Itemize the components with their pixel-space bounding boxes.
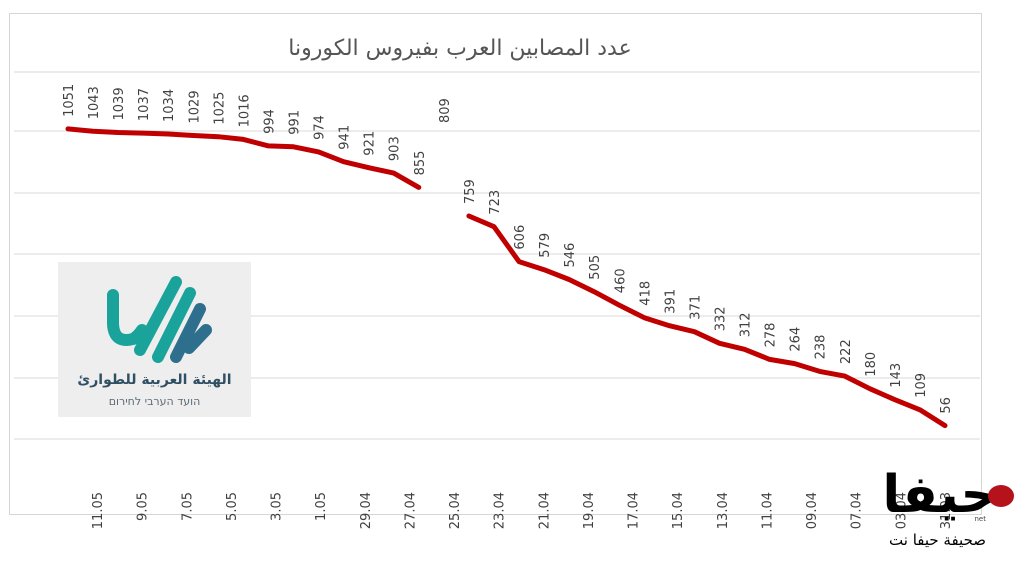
data-label: 606 bbox=[513, 225, 528, 250]
data-label: 991 bbox=[288, 110, 303, 135]
x-tick-label: 7.05 bbox=[180, 492, 195, 521]
data-label: 941 bbox=[338, 125, 353, 150]
x-tick-label: 9.05 bbox=[136, 492, 151, 521]
series-line-1 bbox=[466, 213, 948, 429]
x-tick-label: 3.05 bbox=[270, 492, 285, 521]
logo-stripes-icon bbox=[107, 276, 212, 363]
data-label: 723 bbox=[488, 190, 503, 215]
x-tick-label: 11.05 bbox=[91, 492, 106, 529]
data-label: 264 bbox=[789, 327, 804, 352]
data-label: 505 bbox=[588, 255, 603, 280]
data-label: 222 bbox=[839, 339, 854, 364]
brand-net: net bbox=[974, 515, 987, 523]
data-label: 143 bbox=[889, 363, 904, 388]
logo-subtitle: הועד הערבי לחירום bbox=[108, 395, 201, 408]
x-tick-label: 13.04 bbox=[716, 492, 731, 529]
brand-watermark: حيفا net صحيفة حيفا نت bbox=[826, 463, 1016, 558]
data-label: 1016 bbox=[237, 94, 252, 127]
logo-name: الهيئة العربية للطوارئ bbox=[77, 372, 232, 388]
brand-dot-icon bbox=[988, 485, 1014, 507]
data-label: 1051 bbox=[62, 84, 77, 117]
x-tick-label: 29.04 bbox=[359, 492, 374, 529]
data-label: 238 bbox=[814, 335, 829, 360]
data-label: 855 bbox=[413, 151, 428, 176]
data-label: 1037 bbox=[137, 88, 152, 121]
data-label: 180 bbox=[864, 352, 879, 377]
x-tick-label: 5.05 bbox=[225, 492, 240, 521]
data-label: 759 bbox=[463, 179, 478, 204]
data-label: 994 bbox=[263, 109, 278, 134]
x-tick-label: 21.04 bbox=[537, 492, 552, 529]
data-label: 332 bbox=[714, 306, 729, 331]
x-tick-label: 11.04 bbox=[761, 492, 776, 529]
x-tick-label: 07.04 bbox=[850, 492, 865, 529]
data-label: 371 bbox=[688, 295, 703, 320]
data-label: 903 bbox=[388, 136, 403, 161]
x-tick-label: 09.04 bbox=[805, 492, 820, 529]
data-label: 974 bbox=[313, 115, 328, 140]
x-tick-label: 23.04 bbox=[493, 492, 508, 529]
data-label: 1034 bbox=[162, 89, 177, 122]
data-label: 418 bbox=[638, 281, 653, 306]
x-tick-label: 1.05 bbox=[314, 492, 329, 521]
data-label: 921 bbox=[363, 131, 378, 156]
data-label: 460 bbox=[613, 268, 628, 293]
brand-word: حيفا bbox=[882, 465, 1000, 525]
data-label: 579 bbox=[538, 233, 553, 258]
data-label: 1029 bbox=[187, 90, 202, 123]
data-label: 56 bbox=[939, 397, 954, 414]
x-tick-label: 03.04 bbox=[894, 492, 909, 529]
x-tick-label: 17.04 bbox=[627, 492, 642, 529]
x-tick-label: 31.03 bbox=[939, 492, 954, 529]
data-label: 109 bbox=[914, 373, 929, 398]
x-tick-label: 15.04 bbox=[671, 492, 686, 529]
logo-panel: الهيئة العربية للطوارئ הועד הערבי לחירום bbox=[58, 262, 251, 417]
data-label: 1039 bbox=[112, 87, 127, 120]
data-label: 546 bbox=[563, 243, 578, 268]
data-label: 312 bbox=[739, 312, 754, 337]
brand-tagline: صحيفة حيفا نت bbox=[889, 531, 986, 549]
data-label: 391 bbox=[663, 289, 678, 314]
series-line-0 bbox=[65, 126, 422, 190]
data-label: 809 bbox=[438, 98, 453, 123]
x-tick-label: 19.04 bbox=[582, 492, 597, 529]
chart-title: عدد المصابين العرب بفيروس الكورونا bbox=[288, 36, 632, 61]
data-label: 278 bbox=[764, 323, 779, 348]
data-label: 1043 bbox=[87, 86, 102, 119]
data-label: 1025 bbox=[212, 92, 227, 125]
x-tick-label: 25.04 bbox=[448, 492, 463, 529]
x-tick-label: 27.04 bbox=[403, 492, 418, 529]
